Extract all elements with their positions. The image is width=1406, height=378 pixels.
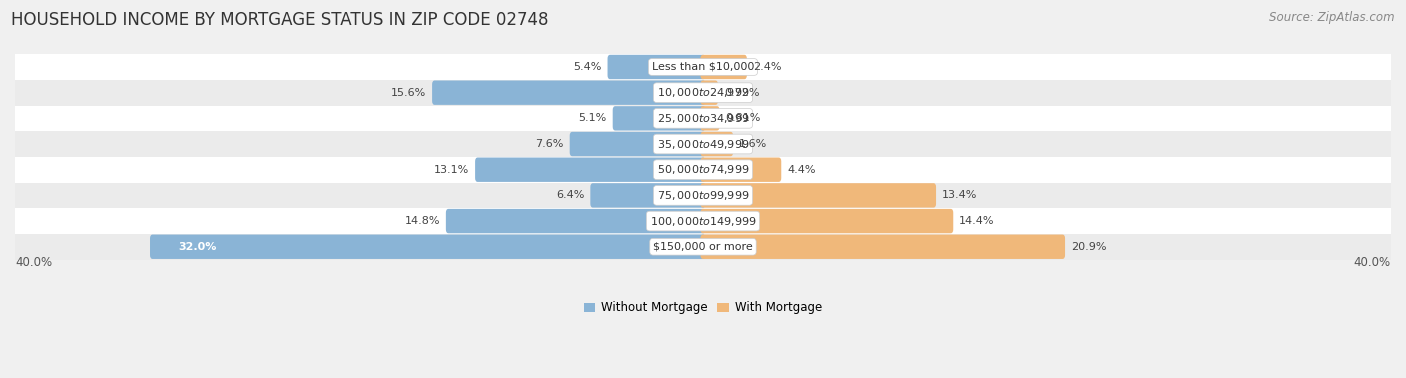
Bar — [15, 157, 1391, 183]
Text: $150,000 or more: $150,000 or more — [654, 242, 752, 252]
Text: $25,000 to $34,999: $25,000 to $34,999 — [657, 112, 749, 125]
Text: $35,000 to $49,999: $35,000 to $49,999 — [657, 138, 749, 150]
Bar — [15, 131, 1391, 157]
Bar — [15, 105, 1391, 131]
Bar — [15, 80, 1391, 105]
Text: $50,000 to $74,999: $50,000 to $74,999 — [657, 163, 749, 176]
Text: Source: ZipAtlas.com: Source: ZipAtlas.com — [1270, 11, 1395, 24]
Text: HOUSEHOLD INCOME BY MORTGAGE STATUS IN ZIP CODE 02748: HOUSEHOLD INCOME BY MORTGAGE STATUS IN Z… — [11, 11, 548, 29]
FancyBboxPatch shape — [700, 55, 747, 79]
Text: 14.4%: 14.4% — [959, 216, 995, 226]
Text: 40.0%: 40.0% — [1354, 256, 1391, 269]
Text: 5.1%: 5.1% — [578, 113, 606, 123]
FancyBboxPatch shape — [700, 235, 1066, 259]
Text: 13.1%: 13.1% — [434, 165, 470, 175]
Text: $75,000 to $99,999: $75,000 to $99,999 — [657, 189, 749, 202]
FancyBboxPatch shape — [150, 235, 706, 259]
FancyBboxPatch shape — [607, 55, 706, 79]
FancyBboxPatch shape — [446, 209, 706, 233]
Text: 13.4%: 13.4% — [942, 191, 977, 200]
FancyBboxPatch shape — [569, 132, 706, 156]
Text: 15.6%: 15.6% — [391, 88, 426, 98]
Text: 40.0%: 40.0% — [15, 256, 52, 269]
FancyBboxPatch shape — [591, 183, 706, 208]
FancyBboxPatch shape — [613, 106, 706, 130]
FancyBboxPatch shape — [700, 183, 936, 208]
Text: $10,000 to $24,999: $10,000 to $24,999 — [657, 86, 749, 99]
Text: 14.8%: 14.8% — [405, 216, 440, 226]
Text: 20.9%: 20.9% — [1071, 242, 1107, 252]
Bar — [15, 54, 1391, 80]
Text: 5.4%: 5.4% — [574, 62, 602, 72]
Bar — [15, 183, 1391, 208]
FancyBboxPatch shape — [432, 81, 706, 105]
Bar — [15, 208, 1391, 234]
FancyBboxPatch shape — [475, 158, 706, 182]
Text: 0.81%: 0.81% — [725, 113, 761, 123]
Text: 0.72%: 0.72% — [724, 88, 759, 98]
FancyBboxPatch shape — [700, 106, 720, 130]
Text: Less than $10,000: Less than $10,000 — [652, 62, 754, 72]
FancyBboxPatch shape — [700, 81, 718, 105]
FancyBboxPatch shape — [700, 132, 733, 156]
FancyBboxPatch shape — [700, 209, 953, 233]
Text: 1.6%: 1.6% — [740, 139, 768, 149]
Text: 6.4%: 6.4% — [555, 191, 585, 200]
Bar — [15, 234, 1391, 260]
Text: 7.6%: 7.6% — [536, 139, 564, 149]
Text: 2.4%: 2.4% — [752, 62, 782, 72]
FancyBboxPatch shape — [700, 158, 782, 182]
Text: $100,000 to $149,999: $100,000 to $149,999 — [650, 215, 756, 228]
Legend: Without Mortgage, With Mortgage: Without Mortgage, With Mortgage — [579, 297, 827, 319]
Text: 4.4%: 4.4% — [787, 165, 815, 175]
Text: 32.0%: 32.0% — [179, 242, 217, 252]
